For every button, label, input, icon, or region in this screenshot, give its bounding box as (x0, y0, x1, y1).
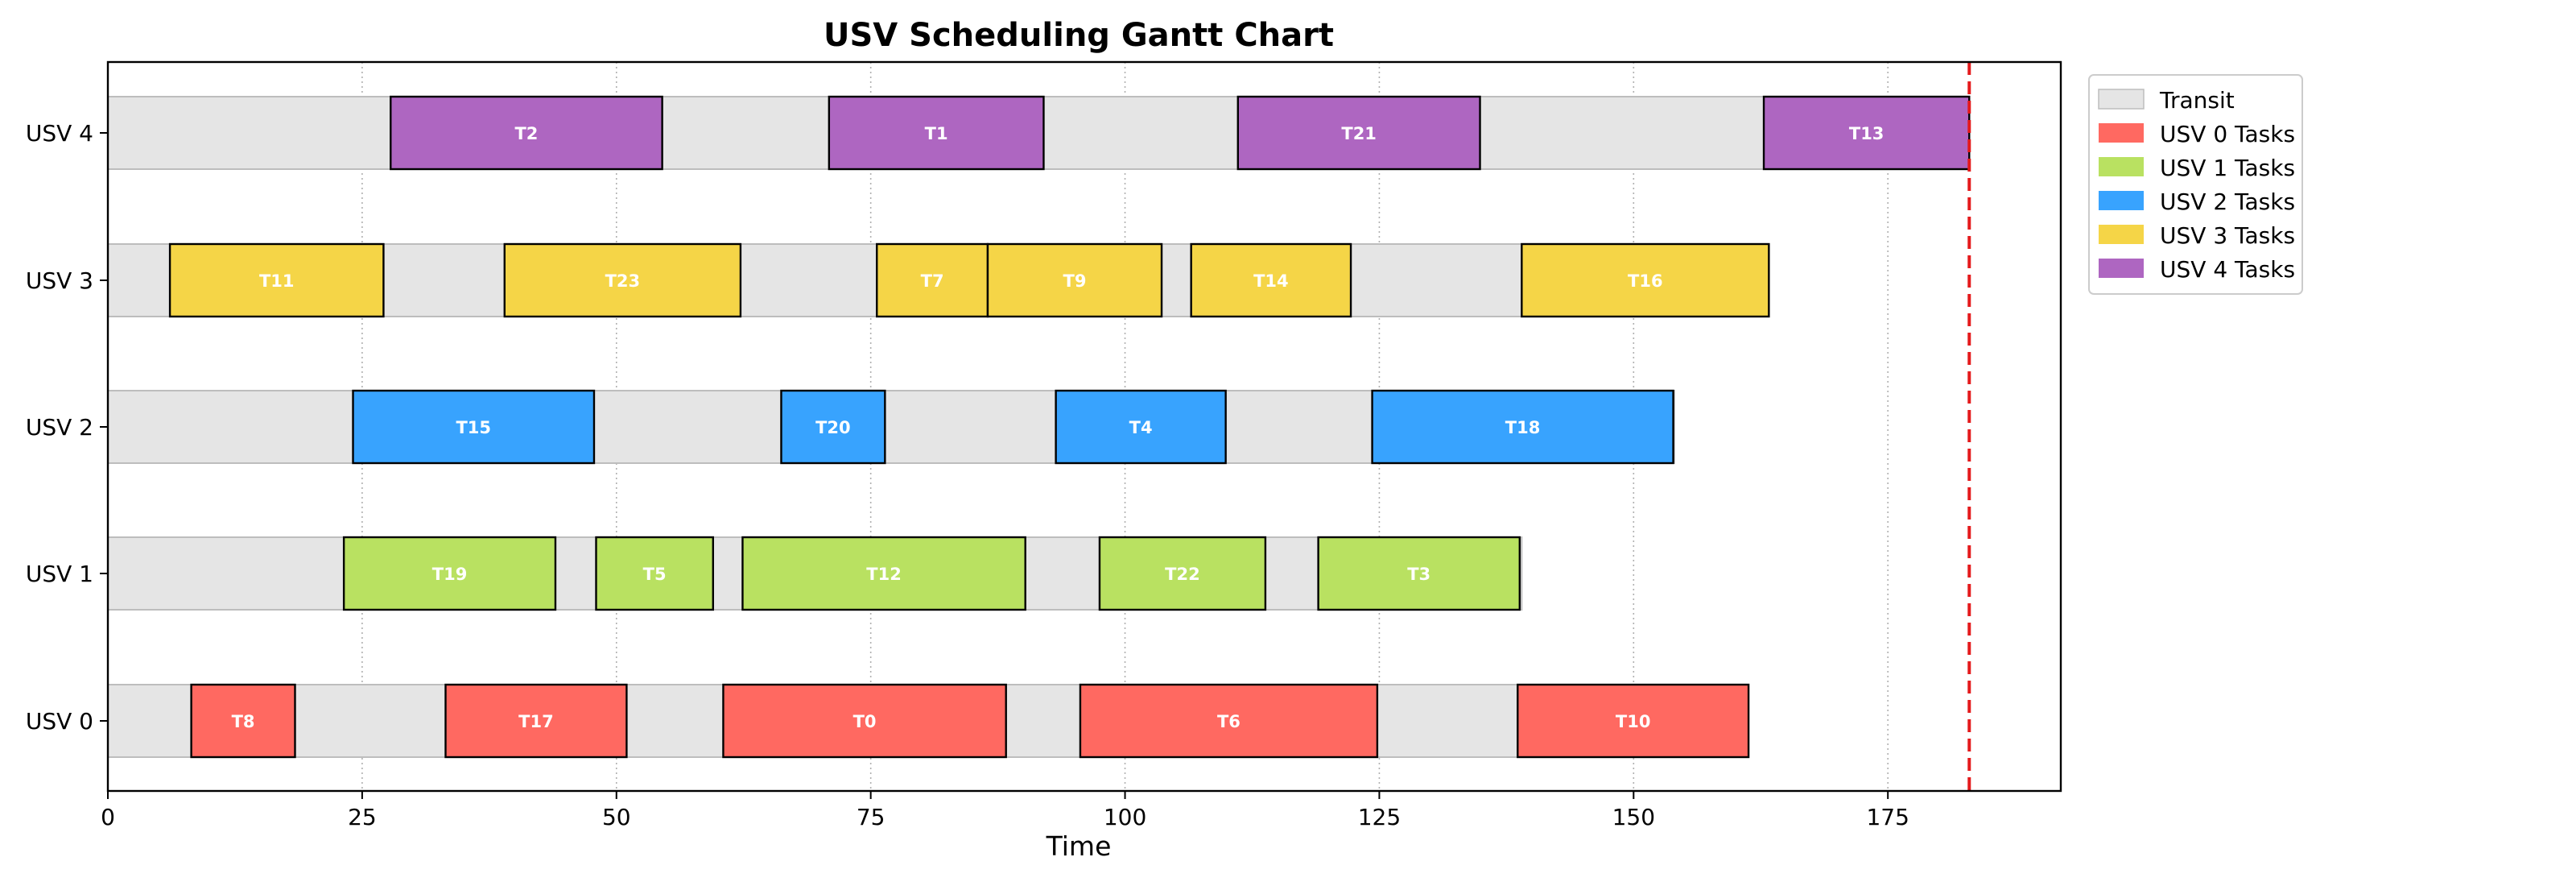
legend: Transit USV 0 Tasks USV 1 Tasks USV 2 Tasks… (2088, 74, 2303, 295)
x-tick-label: 0 (101, 804, 115, 830)
legend-swatch (2098, 89, 2145, 110)
y-tick-label: USV 1 (26, 561, 93, 587)
plot-frame (106, 60, 2062, 793)
y-tick-label: USV 0 (26, 708, 93, 735)
task-bars: T8 T17 T0 T6 T10 T19 T5 T12 T22 T3 T15 T20 T4 T18 T11 T… (168, 62, 1971, 791)
task-bar (1521, 242, 1770, 318)
task-bar (1079, 683, 1379, 759)
task-label: T5 (643, 565, 667, 584)
task-bar (444, 683, 628, 759)
task-bar (876, 242, 989, 318)
task-bar (352, 389, 596, 465)
x-tick-label: 50 (602, 804, 631, 830)
x-tick-label: 150 (1612, 804, 1655, 830)
legend-label: USV 2 Tasks (2160, 188, 2295, 215)
task-label: T9 (1063, 271, 1087, 291)
chart-title: USV Scheduling Gantt Chart (824, 17, 1334, 54)
task-bar (1236, 95, 1481, 171)
task-label: T14 (1253, 271, 1289, 291)
task-label: T11 (259, 271, 295, 291)
task-bar (595, 536, 715, 611)
task-label: T1 (925, 124, 948, 143)
task-label: T19 (432, 565, 468, 584)
task-label: T3 (1407, 565, 1430, 584)
task-bar (1762, 95, 1971, 171)
legend-label: USV 3 Tasks (2160, 222, 2295, 249)
legend-label: USV 4 Tasks (2160, 256, 2295, 283)
legend-swatch (2099, 123, 2144, 143)
legend-swatch (2099, 157, 2144, 176)
task-bar (1317, 536, 1521, 611)
task-label: T7 (921, 271, 944, 291)
task-bar (1517, 683, 1750, 759)
task-bar (722, 683, 1007, 759)
y-tick-label: USV 4 (26, 120, 93, 147)
legend-swatch (2099, 225, 2144, 244)
task-label: T8 (232, 712, 255, 731)
task-bar (190, 683, 296, 759)
task-bar (168, 242, 385, 318)
task-bar (986, 242, 1163, 318)
task-bar (390, 95, 663, 171)
x-tick-label: 175 (1866, 804, 1909, 830)
task-label: T18 (1505, 418, 1541, 437)
task-label: T17 (518, 712, 554, 731)
task-bar (828, 95, 1045, 171)
task-bar (342, 536, 557, 611)
x-tick-label: 75 (857, 804, 886, 830)
task-label: T21 (1341, 124, 1377, 143)
axes: USV 0 USV 1 USV 2 USV 3 USV 4 0 25 50 75 100 125 15… (26, 60, 2062, 830)
task-label: T4 (1129, 418, 1153, 437)
legend-swatch (2099, 191, 2144, 210)
task-bar (780, 389, 886, 465)
task-label: T20 (815, 418, 851, 437)
legend-label: USV 1 Tasks (2160, 155, 2295, 181)
x-tick-label: 100 (1104, 804, 1146, 830)
task-label: T13 (1849, 124, 1885, 143)
legend-swatch (2099, 259, 2144, 278)
task-label: T0 (853, 712, 877, 731)
task-label: T16 (1628, 271, 1663, 291)
task-label: T12 (866, 565, 902, 584)
task-label: T22 (1165, 565, 1200, 584)
x-tick-label: 25 (348, 804, 377, 830)
task-bar (1190, 242, 1352, 318)
task-label: T23 (605, 271, 641, 291)
task-label: T15 (456, 418, 491, 437)
y-tick-label: USV 2 (26, 414, 93, 441)
task-label: T6 (1217, 712, 1241, 731)
x-tick-label: 125 (1358, 804, 1401, 830)
x-axis-label: Time (1046, 830, 1112, 862)
task-label: T10 (1616, 712, 1651, 731)
task-label: T2 (514, 124, 538, 143)
y-tick-label: USV 3 (26, 267, 93, 294)
task-bar (741, 536, 1026, 611)
task-bar (1055, 389, 1227, 465)
legend-label: USV 0 Tasks (2160, 121, 2295, 147)
task-bar (1371, 389, 1674, 465)
task-bar (1098, 536, 1267, 611)
legend-label: Transit (2159, 87, 2235, 114)
grid-lines (361, 62, 1889, 791)
task-bar (503, 242, 742, 318)
